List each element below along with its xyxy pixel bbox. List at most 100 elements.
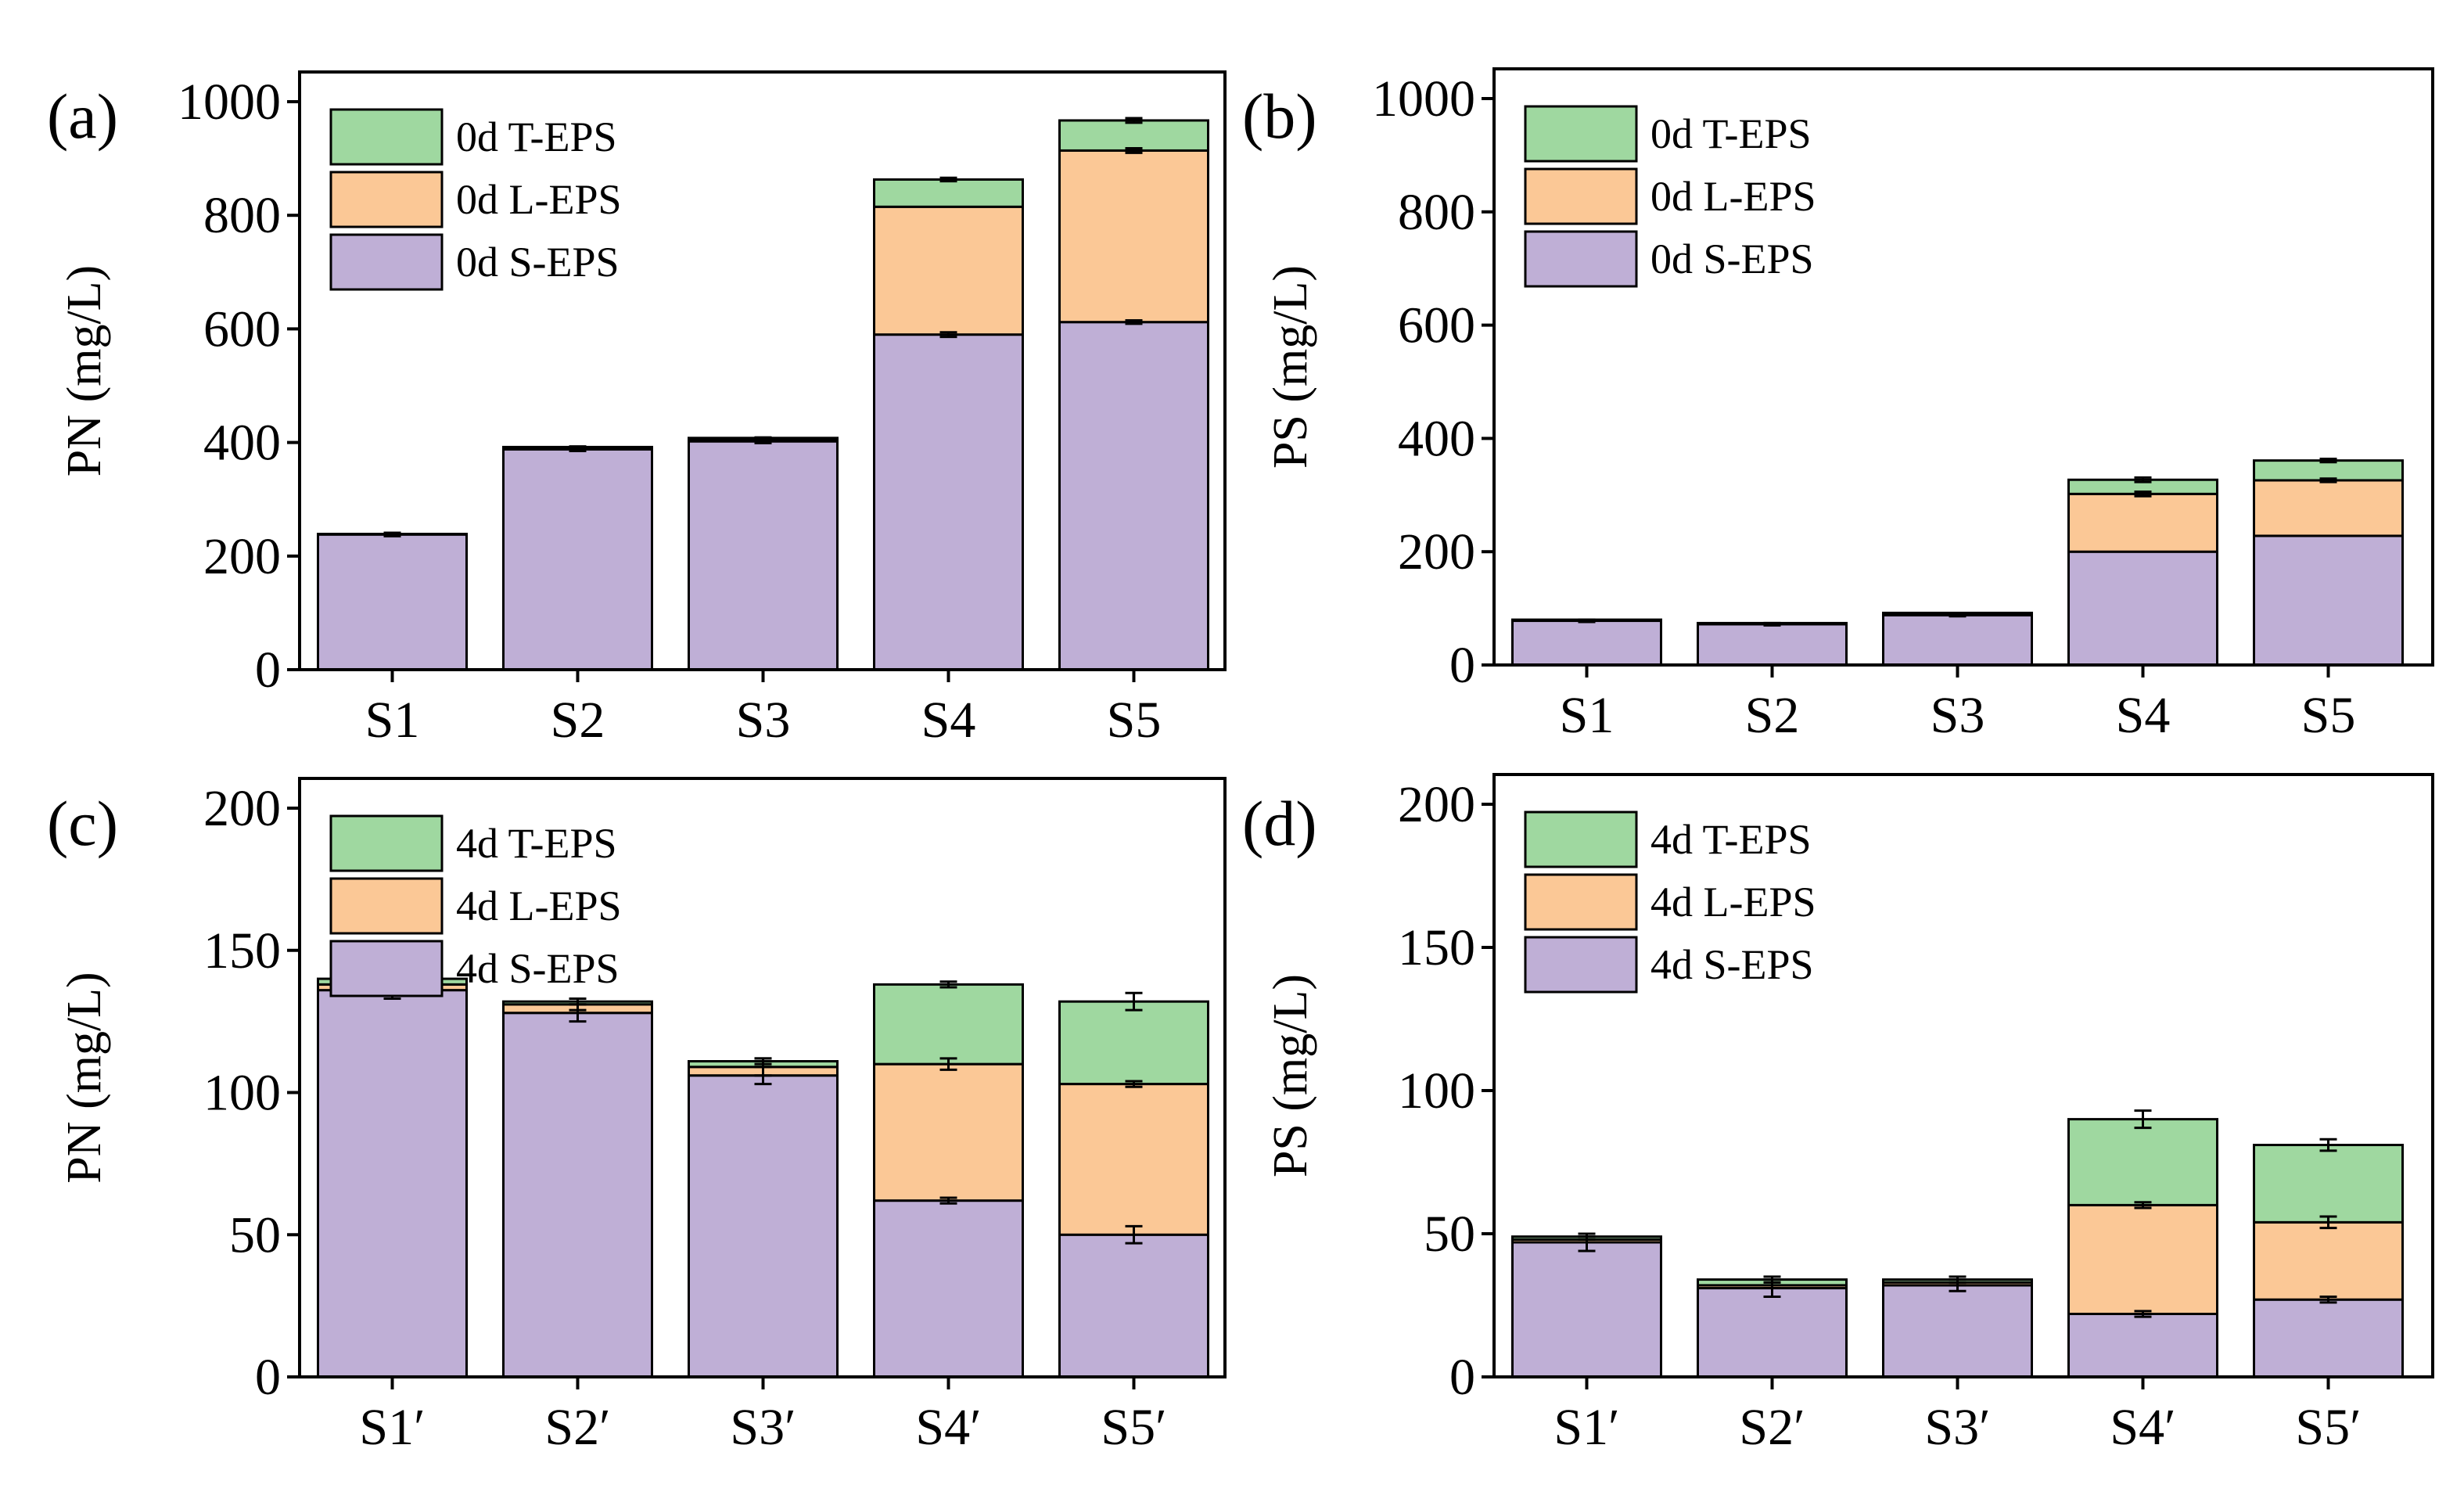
bar-4d-s-eps-2: [502, 1012, 653, 1378]
error-bar: [2134, 476, 2152, 483]
panel-b: S1 S2 S3 S4 S5 0 200 400 600 800 1000 PS (mg/L) (b) 0…: [1242, 67, 2434, 744]
error-bar: [1949, 613, 1967, 618]
bar-0d-s-eps-1: [1511, 620, 1662, 667]
legend-swatch-4d-t-eps: [1524, 810, 1638, 868]
legend-label-0d-t-eps: 0d T-EPS: [1650, 110, 1812, 157]
x-tick-label: S3: [1931, 687, 1985, 744]
error-bar: [2319, 1215, 2337, 1230]
x-tick-label: S3: [736, 692, 791, 749]
legend-label-4d-t-eps: 4d T-EPS: [456, 820, 617, 867]
x-tick-label: S2′: [1739, 1399, 1805, 1456]
error-bar: [2319, 477, 2337, 483]
error-bar: [1125, 117, 1143, 124]
legend: 4d T-EPS 4d L-EPS 4d S-EPS: [329, 814, 622, 997]
error-bar: [939, 1057, 957, 1071]
panel-d: S1′ S2′ S3′ S4′ S5′ 0 50 100 150 200 PS (mg/L) (d) 4…: [1242, 773, 2434, 1456]
y-tick-label: 1000: [178, 74, 281, 131]
error-bar: [1578, 1232, 1596, 1241]
error-bar: [2319, 1138, 2337, 1152]
y-axis-label: PN (mg/L): [58, 972, 111, 1183]
y-tick-label: 400: [1398, 410, 1475, 467]
y-tick-label: 600: [203, 300, 281, 358]
bar-0d-l-eps-4: [2067, 492, 2218, 553]
bar-4d-s-eps-5: [2253, 1298, 2404, 1378]
bar-0d-s-eps-2: [1697, 623, 1848, 667]
error-bar: [1125, 147, 1143, 154]
error-bar: [1763, 1275, 1781, 1284]
error-bar: [939, 331, 957, 339]
y-tick-label: 0: [1449, 1349, 1475, 1406]
x-tick-label: S5′: [2295, 1399, 2361, 1456]
y-tick-label: 200: [203, 528, 281, 585]
y-axis-label: PN (mg/L): [58, 265, 111, 476]
x-tick-label: S4: [921, 692, 976, 749]
bar-0d-l-eps-5: [1058, 149, 1209, 324]
y-axis-label: PS (mg/L): [1264, 265, 1317, 469]
bar-4d-t-eps-4: [873, 983, 1024, 1066]
bar-0d-l-eps-5: [2253, 479, 2404, 537]
bar-0d-s-eps-5: [2253, 534, 2404, 667]
panel-a: S1 S2 S3 S4 S5 0 200 400 600 800 1000 PN (mg/L) (a) 0…: [47, 70, 1227, 749]
y-tick-label: 50: [229, 1206, 281, 1263]
bar-4d-s-eps-3: [688, 1074, 839, 1378]
error-bar: [1125, 1224, 1143, 1245]
plot-frame: [298, 70, 1227, 671]
legend-swatch-4d-s-eps: [329, 940, 444, 997]
panel-label: (c): [47, 788, 118, 859]
y-tick-label: 800: [1398, 184, 1475, 241]
panel-label: (d): [1242, 788, 1317, 859]
bar-4d-t-eps-4: [2067, 1118, 2218, 1206]
y-tick-label: 600: [1398, 297, 1475, 354]
bar-0d-s-eps-4: [873, 333, 1024, 671]
bar-0d-s-eps-5: [1058, 321, 1209, 671]
panel-c: S1′ S2′ S3′ S4′ S5′ 0 50 100 150 200 PN (mg/L) (c) 4…: [47, 777, 1227, 1456]
error-bar: [939, 1196, 957, 1205]
x-tick-label: S1: [1560, 687, 1615, 744]
error-bar: [1125, 1080, 1143, 1088]
y-tick-label: 150: [203, 922, 281, 979]
y-tick-label: 200: [203, 780, 281, 837]
legend-swatch-0d-l-eps: [1524, 167, 1638, 225]
error-bar: [1125, 991, 1143, 1012]
error-bar: [2134, 1201, 2152, 1209]
bar-4d-s-eps-5: [1058, 1233, 1209, 1378]
plot-frame: [1492, 67, 2434, 667]
error-bar: [939, 176, 957, 183]
error-bar: [2319, 457, 2337, 464]
error-bar: [754, 436, 772, 440]
legend-label-0d-l-eps: 0d L-EPS: [1650, 173, 1816, 220]
bar-0d-s-eps-3: [688, 440, 839, 671]
y-tick-label: 1000: [1372, 70, 1475, 128]
x-tick-label: S1′: [359, 1399, 425, 1456]
bar-4d-s-eps-2: [1697, 1287, 1848, 1378]
error-bar: [939, 980, 957, 989]
bar-4d-l-eps-5: [2253, 1220, 2404, 1301]
x-tick-label: S4′: [915, 1399, 981, 1456]
error-bar: [2134, 1310, 2152, 1318]
legend-swatch-0d-s-eps: [329, 233, 444, 291]
error-bar: [1578, 618, 1596, 624]
legend-label-4d-l-eps: 4d L-EPS: [1650, 879, 1816, 926]
legend-swatch-0d-l-eps: [329, 171, 444, 228]
y-tick-label: 200: [1398, 523, 1475, 580]
legend-swatch-4d-t-eps: [329, 814, 444, 872]
x-tick-label: S2: [551, 692, 605, 749]
y-tick-label: 400: [203, 415, 281, 472]
legend-swatch-4d-l-eps: [1524, 873, 1638, 931]
y-tick-label: 0: [1449, 637, 1475, 694]
plot-frame: [298, 777, 1227, 1378]
x-tick-label: S5′: [1101, 1399, 1166, 1456]
legend-swatch-4d-l-eps: [329, 877, 444, 935]
legend-label-4d-s-eps: 4d S-EPS: [1650, 941, 1814, 988]
x-tick-label: S2′: [544, 1399, 610, 1456]
bar-4d-s-eps-3: [1882, 1284, 2033, 1378]
bar-0d-l-eps-4: [873, 205, 1024, 336]
y-tick-label: 0: [255, 1349, 281, 1406]
bar-0d-t-eps-5: [1058, 119, 1209, 152]
bar-0d-s-eps-4: [2067, 550, 2218, 667]
bar-0d-t-eps-4: [873, 178, 1024, 208]
y-tick-label: 800: [203, 187, 281, 244]
error-bar: [1763, 621, 1781, 627]
bar-4d-s-eps-1: [1511, 1241, 1662, 1378]
